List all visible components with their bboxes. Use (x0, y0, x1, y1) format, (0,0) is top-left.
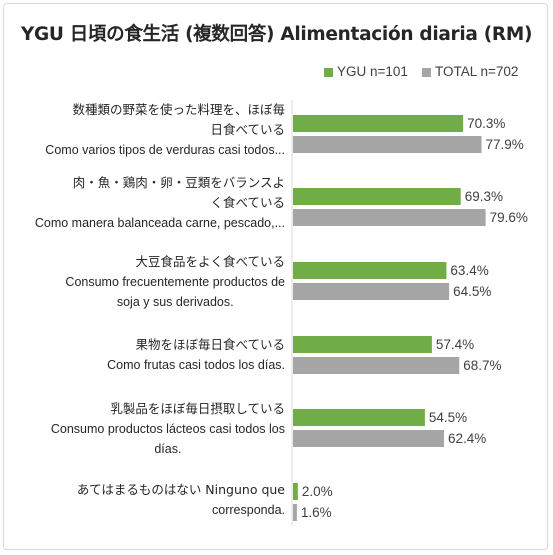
category-label-5: あてはまるものはない Ninguno que corresponda. (77, 480, 285, 520)
chart-frame (3, 3, 548, 550)
bar-total-0 (293, 136, 482, 153)
category-label-line: Como manera balanceada carne, pescado,..… (34, 216, 285, 230)
category-label-line: soja y sus derivados. (116, 295, 234, 309)
category-label-line: Como varios tipos de verduras casi todos… (45, 143, 285, 157)
category-label-1: 肉・魚・鶏肉・卵・豆類をバランスよく食べている Como manera balan… (35, 173, 285, 233)
category-label-line: corresponda. (212, 503, 285, 517)
category-label-line: 日食べている (210, 122, 285, 137)
bar-total-3 (293, 357, 460, 374)
data-label-total-5: 1.6% (301, 505, 332, 520)
category-label-3: 果物をほぼ毎日食べている Como frutas casi todos los d… (107, 335, 285, 375)
category-label-line: 数種類の野菜を使った料理を、ほぼ毎 (72, 102, 285, 117)
category-label-line: Consumo frecuentemente productos de (65, 275, 285, 289)
legend-swatch-total (422, 68, 431, 77)
category-label-0: 数種類の野菜を使った料理を、ほぼ毎日食べている Como varios tipos… (45, 100, 285, 160)
legend-label-total: TOTAL n=702 (435, 64, 519, 79)
legend-swatch-ygu (324, 68, 333, 77)
category-label-line: あてはまるものはない Ninguno que (76, 482, 285, 497)
legend-label-ygu: YGU n=101 (337, 64, 408, 79)
data-label-ygu-2: 63.4% (450, 263, 488, 278)
bar-ygu-0 (293, 115, 464, 132)
category-label-line: 乳製品をほぼ毎日摂取している (110, 401, 285, 416)
category-label-4: 乳製品をほぼ毎日摂取している Consumo productos lácteos … (51, 399, 285, 459)
category-label-line: Consumo productos lácteos casi todos los (50, 422, 285, 436)
category-label-2: 大豆食品をよく食べている Consumo frecuentemente produ… (65, 252, 285, 312)
category-label-line: く食べている (210, 195, 285, 210)
bar-total-1 (293, 209, 486, 226)
bar-total-4 (293, 430, 445, 447)
category-label-line: 肉・魚・鶏肉・卵・豆類をバランスよ (72, 175, 285, 190)
data-label-ygu-0: 70.3% (467, 116, 505, 131)
data-label-total-1: 79.6% (490, 210, 528, 225)
category-label-line: 大豆食品をよく食べている (135, 254, 285, 269)
data-label-total-0: 77.9% (486, 137, 524, 152)
chart-title: YGU 日頃の食生活 (複数回答) Alimentación diaria (R… (20, 24, 533, 45)
data-label-total-4: 62.4% (448, 431, 486, 446)
data-label-total-2: 64.5% (453, 284, 491, 299)
data-label-ygu-3: 57.4% (436, 337, 474, 352)
bar-total-2 (293, 283, 450, 300)
category-label-line: Como frutas casi todos los días. (107, 358, 285, 372)
bar-ygu-5 (293, 483, 298, 500)
data-label-ygu-4: 54.5% (429, 410, 467, 425)
bar-ygu-4 (293, 409, 425, 426)
category-label-line: 果物をほぼ毎日食べている (135, 337, 285, 352)
data-label-ygu-1: 69.3% (465, 189, 503, 204)
bar-ygu-2 (293, 262, 447, 279)
bar-ygu-1 (293, 188, 461, 205)
data-label-total-3: 68.7% (463, 358, 501, 373)
bar-ygu-3 (293, 336, 432, 353)
category-label-line: días. (154, 442, 182, 456)
data-label-ygu-5: 2.0% (302, 484, 333, 499)
bar-total-5 (293, 504, 297, 521)
